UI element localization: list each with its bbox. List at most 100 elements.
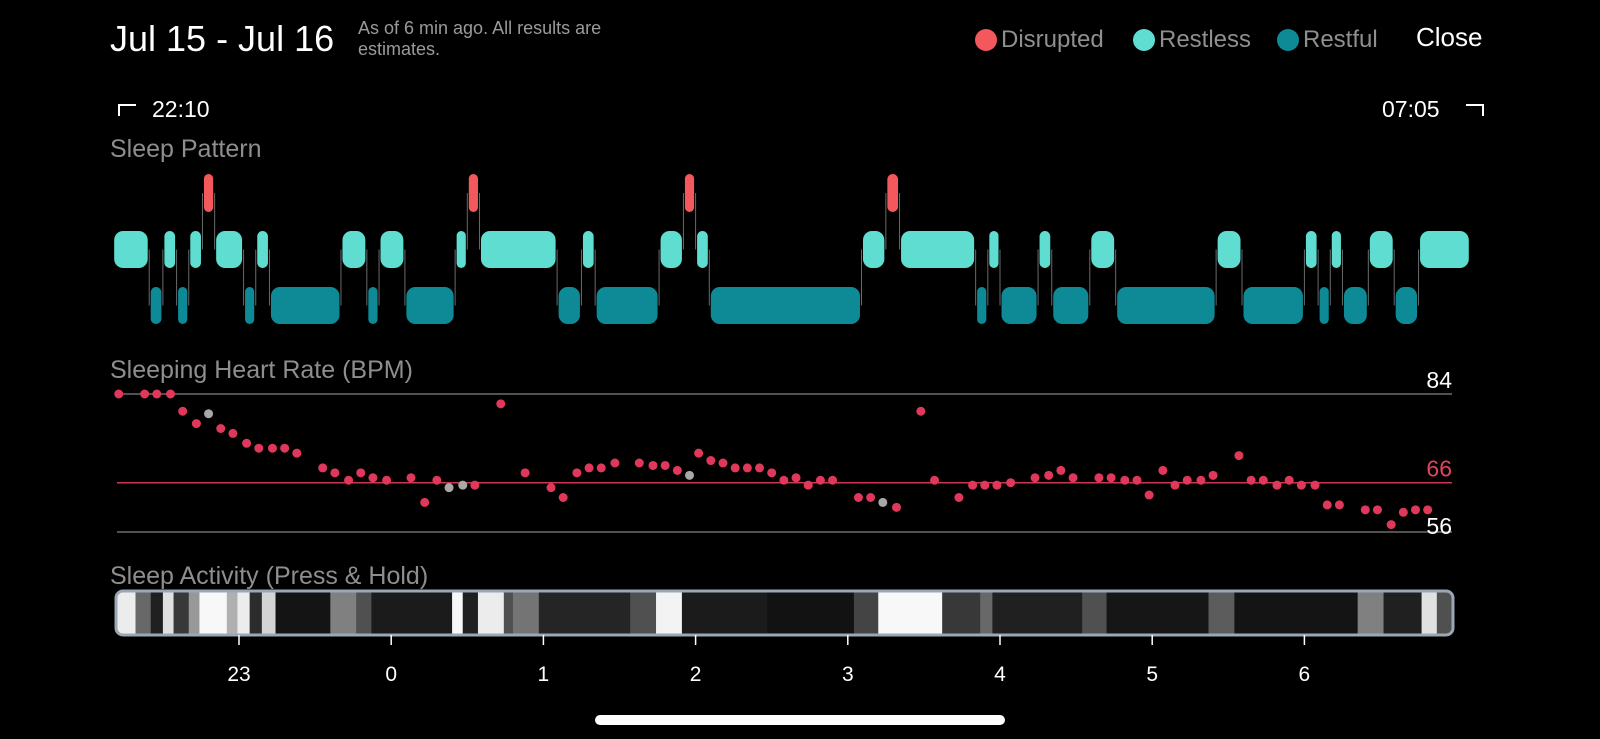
activity-cell [261, 591, 277, 635]
pattern-segment-restful [406, 287, 454, 324]
hr-point [1144, 490, 1154, 500]
hr-point [1360, 505, 1370, 515]
hr-point [1284, 475, 1294, 485]
pattern-segment-restful [558, 287, 580, 324]
activity-cell [992, 591, 1083, 635]
activity-cell [173, 591, 190, 635]
hr-point [767, 468, 777, 478]
pattern-segment-restless [989, 231, 999, 268]
activity-cell [150, 591, 164, 635]
hr-point [791, 473, 801, 483]
hr-axis-label: 56 [1426, 513, 1452, 539]
hr-point [742, 463, 752, 473]
hr-point [1006, 478, 1016, 488]
pattern-segment-restless [1091, 231, 1115, 268]
hr-point [572, 468, 582, 478]
hr-point [853, 493, 863, 502]
hr-point [694, 448, 704, 458]
range-end-bracket-icon [1466, 104, 1484, 116]
home-indicator[interactable] [595, 715, 1005, 725]
hr-point [292, 448, 302, 458]
hr-point [1398, 507, 1408, 517]
hr-point [444, 483, 454, 493]
hr-point [1158, 465, 1168, 475]
hr-point [954, 493, 964, 502]
hr-point [1322, 500, 1332, 510]
pattern-segment-restful [710, 287, 860, 324]
hr-point [1258, 475, 1268, 485]
hr-point [992, 480, 1002, 490]
hr-point [803, 480, 813, 490]
hr-point [930, 475, 940, 485]
hr-point [1120, 475, 1130, 485]
hr-point [779, 475, 789, 485]
hr-point [1196, 475, 1206, 485]
activity-cell [681, 591, 768, 635]
hr-point [1334, 500, 1344, 510]
activity-cell [503, 591, 514, 635]
pattern-segment-restless [1369, 231, 1393, 268]
hr-point [634, 458, 644, 468]
hr-point [191, 419, 201, 429]
legend-restful: Restful [1277, 22, 1378, 58]
activity-cell [116, 591, 137, 635]
activity-cell [878, 591, 943, 635]
activity-cell [1234, 591, 1359, 635]
activity-cell [237, 591, 251, 635]
hr-point [685, 470, 695, 480]
activity-cell [275, 591, 331, 635]
hr-point [406, 473, 416, 483]
estimate-note: As of 6 min ago. All results are estimat… [358, 18, 602, 59]
hr-point [1411, 505, 1421, 515]
hr-point [1272, 480, 1282, 490]
hr-point [660, 460, 670, 470]
pattern-segment-restless [480, 231, 556, 268]
activity-cell [980, 591, 993, 635]
pattern-segment-restful [1395, 287, 1418, 324]
hr-point [382, 475, 392, 485]
pattern-segment-disrupted [887, 174, 899, 212]
hr-point [432, 475, 442, 485]
hr-point [1423, 505, 1433, 515]
hr-point [520, 468, 530, 478]
activity-cell [656, 591, 683, 635]
hr-point [496, 399, 506, 409]
activity-cells [116, 591, 1453, 635]
hr-point [584, 463, 594, 473]
hr-point [228, 428, 238, 438]
restless-dot-icon [1133, 29, 1155, 51]
pattern-segment-disrupted [684, 174, 695, 212]
hr-point [596, 463, 606, 473]
activity-cell [452, 591, 464, 635]
pattern-segment-disrupted [203, 174, 214, 212]
legend-disrupted: Disrupted [975, 22, 1104, 58]
pattern-segment-restless [901, 231, 975, 268]
pattern-segment-restless [164, 231, 176, 268]
activity-cell [538, 591, 631, 635]
close-button[interactable]: Close [1416, 22, 1483, 52]
hr-point [718, 458, 728, 468]
legend-restless: Restless [1133, 22, 1251, 58]
pattern-segment-restless [1331, 231, 1341, 268]
activity-cell [462, 591, 479, 635]
pattern-segment-restless [582, 231, 594, 268]
pattern-segment-restless [1217, 231, 1241, 268]
hr-point [1296, 480, 1306, 490]
hr-point [1044, 470, 1054, 480]
hr-point [1094, 473, 1104, 483]
pattern-segment-restless [342, 231, 366, 268]
hr-axis-label: 84 [1426, 367, 1452, 393]
activity-cell [767, 591, 855, 635]
pattern-segment-restless [380, 231, 404, 268]
hr-point [1208, 470, 1218, 480]
hr-point [1310, 480, 1320, 490]
pattern-segment-restless [1039, 231, 1051, 268]
pattern-segment-restless [456, 231, 466, 268]
pattern-segment-restless [862, 231, 885, 268]
disrupted-dot-icon [975, 29, 997, 51]
activity-cell [1421, 591, 1438, 635]
activity-cell [512, 591, 540, 635]
activity-cell [199, 591, 228, 635]
